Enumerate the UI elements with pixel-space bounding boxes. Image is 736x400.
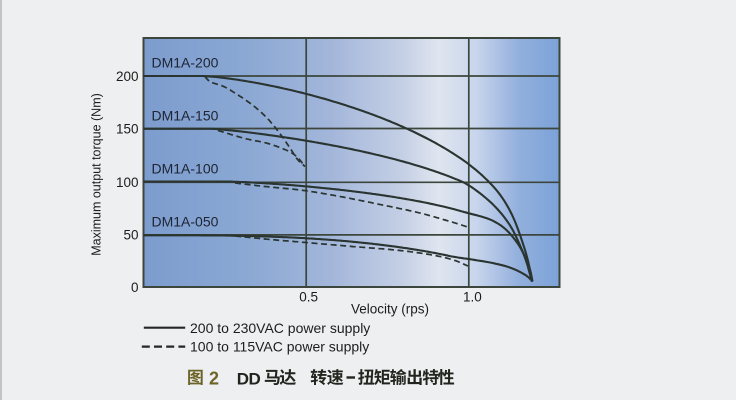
svg-text:2: 2: [209, 368, 219, 388]
svg-text:50: 50: [123, 228, 138, 243]
svg-text:200: 200: [116, 69, 139, 84]
svg-text:0.5: 0.5: [299, 290, 318, 305]
svg-text:200 to 230VAC power supply: 200 to 230VAC power supply: [190, 320, 370, 336]
svg-text:DM1A-050: DM1A-050: [152, 214, 219, 230]
svg-text:100: 100: [116, 175, 139, 190]
svg-text:DM1A-150: DM1A-150: [152, 108, 219, 124]
svg-text:DD: DD: [237, 369, 261, 388]
svg-text:DM1A-100: DM1A-100: [152, 161, 219, 177]
svg-text:1.0: 1.0: [463, 290, 482, 305]
svg-text:150: 150: [116, 121, 139, 136]
svg-text:Maximum output torque (Nm): Maximum output torque (Nm): [90, 93, 104, 256]
svg-text:0: 0: [131, 280, 139, 295]
svg-text:DM1A-200: DM1A-200: [152, 55, 219, 71]
svg-text:Velocity (rps): Velocity (rps): [351, 302, 429, 317]
svg-text:100 to 115VAC power supply: 100 to 115VAC power supply: [190, 339, 369, 355]
